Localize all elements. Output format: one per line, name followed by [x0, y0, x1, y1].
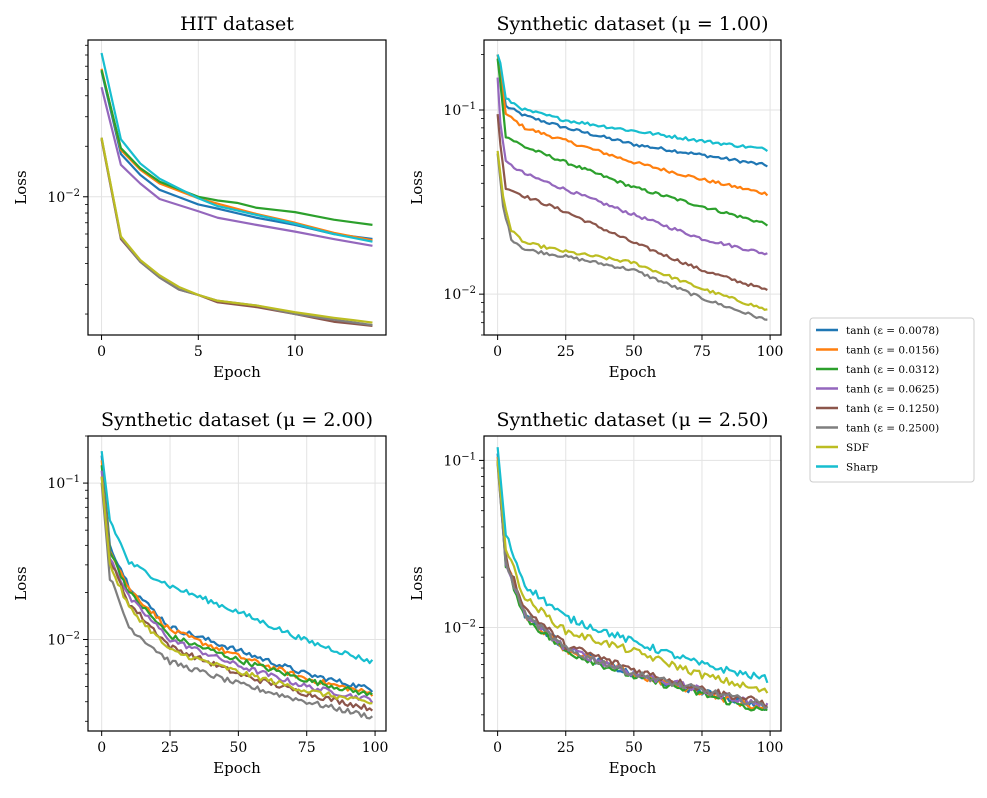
axes-frame — [87, 435, 387, 732]
x-axis-label: Epoch — [213, 759, 261, 777]
series-line — [496, 153, 768, 321]
legend-entry: tanh (ε = 0.0156) — [846, 345, 939, 357]
series-line — [100, 52, 373, 243]
series-line — [100, 86, 373, 247]
x-tick-label: 100 — [757, 344, 784, 360]
panel-3: 0 25 50 75 100 10−2 10−1 Synthetic dataset (μ =… — [12, 409, 388, 777]
series-line — [100, 482, 373, 720]
x-tick-label: 50 — [229, 740, 247, 756]
x-tick-label: 100 — [757, 740, 784, 756]
series-line — [496, 464, 768, 709]
legend-entry: Sharp — [846, 462, 878, 474]
legend-entry: tanh (ε = 0.0625) — [846, 384, 939, 396]
legend-frame — [809, 317, 975, 483]
legend-entry: SDF — [846, 442, 869, 454]
series-line — [100, 476, 374, 712]
series-line — [496, 447, 769, 684]
axes-frame — [483, 39, 782, 336]
x-tick-label: 25 — [557, 740, 575, 756]
x-tick-label: 0 — [97, 740, 106, 756]
legend-entry: tanh (ε = 0.2500) — [846, 423, 939, 435]
series-group — [496, 54, 769, 321]
series-line — [100, 68, 373, 242]
series-line — [496, 114, 768, 291]
y-axis-label: Loss — [408, 170, 426, 204]
x-tick-label: 75 — [693, 740, 711, 756]
series-line — [100, 69, 373, 226]
panel-1: 0 5 10 10−2 HIT dataset Epoch Loss — [12, 13, 387, 381]
y-tick-label: 10−1 — [443, 451, 476, 469]
y-axis-label: Loss — [408, 566, 426, 600]
y-tick-label: 10−1 — [47, 474, 80, 492]
x-tick-label: 0 — [97, 344, 106, 360]
y-axis-label: Loss — [12, 170, 30, 204]
y-tick-label: 10−2 — [47, 630, 80, 648]
series-line — [100, 451, 374, 665]
x-tick-label: 50 — [625, 740, 643, 756]
x-tick-label: 25 — [161, 740, 179, 756]
chart-title: Synthetic dataset (μ = 2.50) — [496, 409, 768, 431]
series-line — [100, 470, 374, 704]
series-line — [496, 54, 768, 168]
x-tick-label: 10 — [286, 344, 304, 360]
series-line — [496, 77, 768, 256]
series-line — [100, 476, 373, 705]
panel-2: 0 25 50 75 100 10−2 10−1 Synthetic dataset (μ =… — [408, 13, 783, 381]
y-tick-label: 10−2 — [47, 188, 80, 206]
series-group — [100, 451, 374, 720]
x-tick-label: 0 — [493, 740, 502, 756]
x-tick-label: 0 — [493, 344, 502, 360]
y-tick-label: 10−1 — [443, 101, 476, 119]
series-group — [496, 447, 769, 712]
series-line — [496, 460, 769, 694]
x-tick-label: 5 — [194, 344, 203, 360]
x-tick-label: 25 — [557, 344, 575, 360]
legend-entry: tanh (ε = 0.1250) — [846, 403, 939, 415]
chart-title: HIT dataset — [180, 13, 294, 35]
series-group — [100, 52, 373, 327]
series-line — [496, 54, 769, 152]
legend-entry: tanh (ε = 0.0078) — [846, 325, 939, 337]
x-axis-label: Epoch — [609, 759, 657, 777]
series-line — [496, 150, 768, 311]
series-line — [100, 455, 374, 693]
series-line — [496, 54, 769, 197]
x-axis-label: Epoch — [213, 363, 261, 381]
series-line — [100, 460, 374, 697]
legend-entry: tanh (ε = 0.0312) — [846, 364, 939, 376]
panel-4: 0 25 50 75 100 10−2 10−1 Synthetic dataset (μ =… — [408, 409, 783, 777]
x-tick-label: 75 — [693, 344, 711, 360]
y-tick-label: 10−2 — [443, 618, 476, 636]
y-axis-label: Loss — [12, 566, 30, 600]
legend: tanh (ε = 0.0078) tanh (ε = 0.0156) tanh (… — [809, 317, 975, 483]
chart-title: Synthetic dataset (μ = 2.00) — [101, 409, 373, 431]
x-tick-label: 100 — [362, 740, 389, 756]
chart-title: Synthetic dataset (μ = 1.00) — [496, 13, 768, 35]
series-line — [100, 465, 373, 697]
x-tick-label: 75 — [298, 740, 316, 756]
x-tick-label: 50 — [625, 344, 643, 360]
axes-frame — [87, 39, 387, 336]
y-tick-label: 10−2 — [443, 285, 476, 303]
series-line — [496, 58, 769, 227]
series-line — [100, 137, 373, 324]
axes-frame — [483, 435, 782, 732]
x-axis-label: Epoch — [609, 363, 657, 381]
